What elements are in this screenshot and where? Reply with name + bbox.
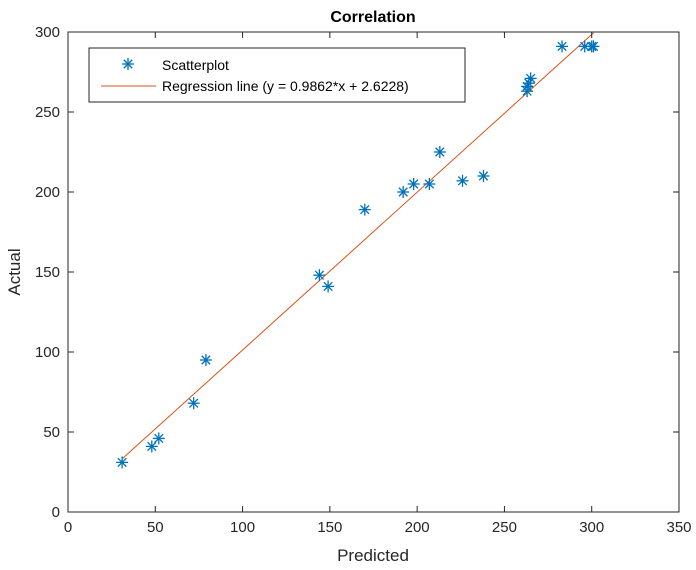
legend: Scatterplot Regression line (y = 0.9862*… — [88, 47, 466, 103]
x-axis-label: Predicted — [337, 546, 409, 565]
plot-area — [68, 32, 679, 512]
marker-stroke — [188, 398, 199, 408]
legend-entry-regression: Regression line (y = 0.9862*x + 2.6228) — [162, 78, 409, 94]
y-tick-label: 250 — [35, 104, 60, 121]
scatter-point — [187, 397, 200, 410]
legend-scatter-marker — [122, 58, 134, 70]
marker-stroke — [580, 41, 590, 52]
marker-stroke — [360, 204, 370, 215]
scatter-point — [145, 440, 158, 453]
y-tick-label: 200 — [35, 184, 60, 201]
legend-box — [88, 47, 466, 103]
y-tick-label: 150 — [35, 264, 60, 281]
scatter-point — [456, 174, 469, 187]
scatter-point — [199, 354, 212, 366]
marker-stroke — [435, 147, 445, 157]
x-tick-label: 150 — [317, 519, 342, 536]
scatter-point — [397, 186, 410, 198]
scatter-point — [116, 456, 129, 469]
marker-stroke — [154, 433, 164, 444]
legend-entry-scatterplot: Scatterplot — [162, 57, 229, 73]
x-tick-label: 200 — [405, 519, 430, 536]
legend-asterisk — [122, 58, 134, 70]
scatter-point — [433, 146, 446, 158]
marker-stroke — [117, 457, 127, 468]
axis-ticks: 0 50 100 150 200 250 300 350 0 50 100 150 200 250 300 — [35, 24, 692, 536]
marker-stroke — [478, 171, 489, 181]
scatter-point — [423, 178, 436, 190]
y-tick-label: 300 — [35, 24, 60, 41]
x-tick-label: 300 — [579, 519, 604, 536]
x-tick-label: 250 — [492, 519, 517, 536]
marker-stroke — [424, 179, 435, 189]
scatter-point — [322, 280, 335, 293]
marker-stroke — [314, 270, 325, 280]
marker-stroke — [147, 441, 157, 452]
y-tick-label: 0 — [52, 504, 60, 521]
plot-marks — [116, 32, 600, 469]
x-tick-label: 350 — [666, 519, 691, 536]
chart-title: Correlation — [330, 9, 415, 26]
scatter-point — [587, 40, 600, 53]
marker-stroke — [525, 73, 536, 84]
x-tick-label: 50 — [147, 519, 164, 536]
marker-stroke — [588, 41, 599, 52]
y-tick-label: 100 — [35, 344, 60, 361]
marker-stroke — [398, 187, 408, 197]
scatter-point — [477, 170, 490, 182]
x-tick-label: 0 — [64, 519, 72, 536]
marker-stroke — [323, 281, 333, 292]
marker-stroke — [457, 176, 468, 186]
regression-line — [121, 32, 594, 460]
marker-stroke — [557, 41, 567, 52]
y-axis-label: Actual — [5, 248, 24, 295]
scatter-point — [556, 40, 569, 53]
scatter-point — [152, 432, 165, 445]
marker-stroke — [408, 179, 419, 189]
scatter-point — [524, 72, 537, 85]
scatter-point — [358, 203, 371, 216]
marker-stroke — [201, 355, 211, 365]
x-tick-label: 100 — [230, 519, 255, 536]
scatter-point — [407, 178, 420, 190]
marker-stroke — [123, 59, 133, 69]
y-tick-label: 50 — [43, 424, 60, 441]
scatter-point — [313, 269, 326, 282]
